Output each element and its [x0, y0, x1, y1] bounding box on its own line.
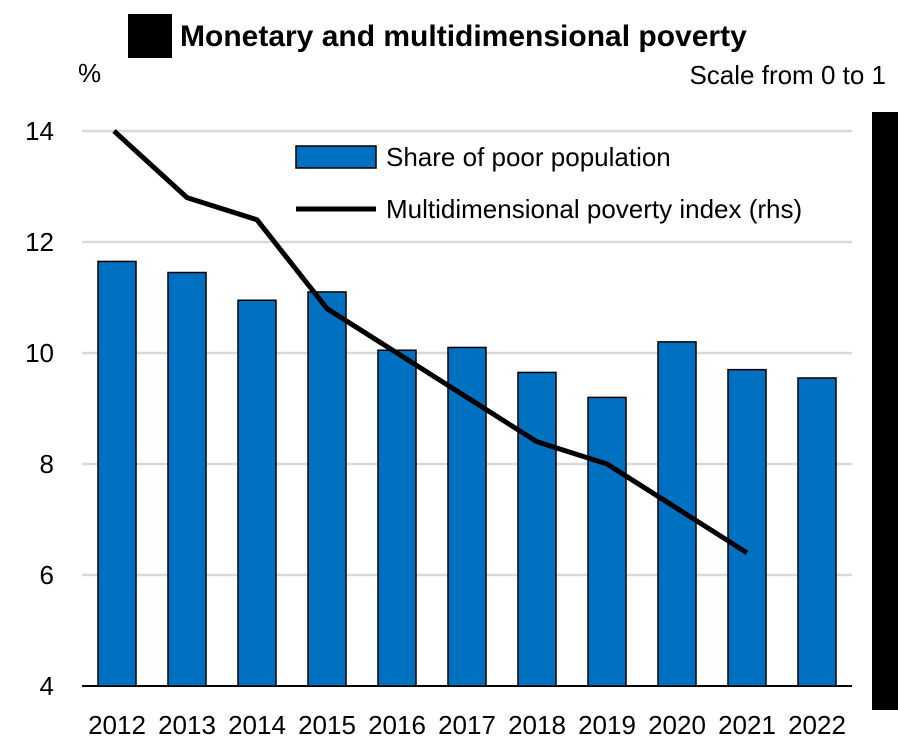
x-tick-label: 2018 [508, 710, 566, 740]
x-tick-label: 2022 [788, 710, 846, 740]
right-axis-unit: Scale from 0 to 1 [689, 60, 886, 90]
bar [727, 368, 767, 687]
bar [377, 349, 417, 687]
bar [167, 271, 207, 687]
legend-bar-label: Share of poor population [386, 142, 671, 172]
y-tick-label: 6 [40, 560, 54, 590]
x-axis-ticks: 2012 2013 2014 2015 2016 2017 2018 2019 2020 2021… [88, 710, 846, 740]
x-tick-label: 2015 [298, 710, 356, 740]
y-tick-label: 4 [40, 671, 54, 701]
bar-series [97, 260, 837, 687]
x-tick-label: 2017 [438, 710, 496, 740]
legend: Share of poor population Multidimensional… [295, 142, 802, 224]
legend-line-label: Multidimensional poverty index (rhs) [386, 194, 802, 224]
x-tick-label: 2013 [158, 710, 216, 740]
y-tick-label: 12 [25, 227, 54, 257]
bar [587, 396, 627, 687]
title-marker [128, 14, 172, 58]
bar [97, 260, 137, 687]
y-tick-label: 10 [25, 338, 54, 368]
x-tick-label: 2012 [88, 710, 146, 740]
bar [237, 299, 277, 687]
y-tick-label: 8 [40, 449, 54, 479]
x-tick-label: 2020 [648, 710, 706, 740]
x-tick-label: 2019 [578, 710, 636, 740]
y-tick-label: 14 [25, 116, 54, 146]
legend-bar-swatch [295, 145, 377, 169]
bar [517, 371, 557, 687]
series-line [112, 129, 749, 555]
x-tick-label: 2014 [228, 710, 286, 740]
x-tick-label: 2021 [718, 710, 776, 740]
bar [797, 377, 837, 687]
left-axis-unit: % [78, 58, 101, 88]
chart-title: Monetary and multidimensional poverty [180, 20, 747, 53]
bar [307, 291, 347, 687]
right-axis-bar [872, 112, 898, 710]
x-tick-label: 2016 [368, 710, 426, 740]
y-axis-ticks: 4 6 8 10 12 14 [25, 116, 54, 701]
line-series [112, 129, 749, 555]
